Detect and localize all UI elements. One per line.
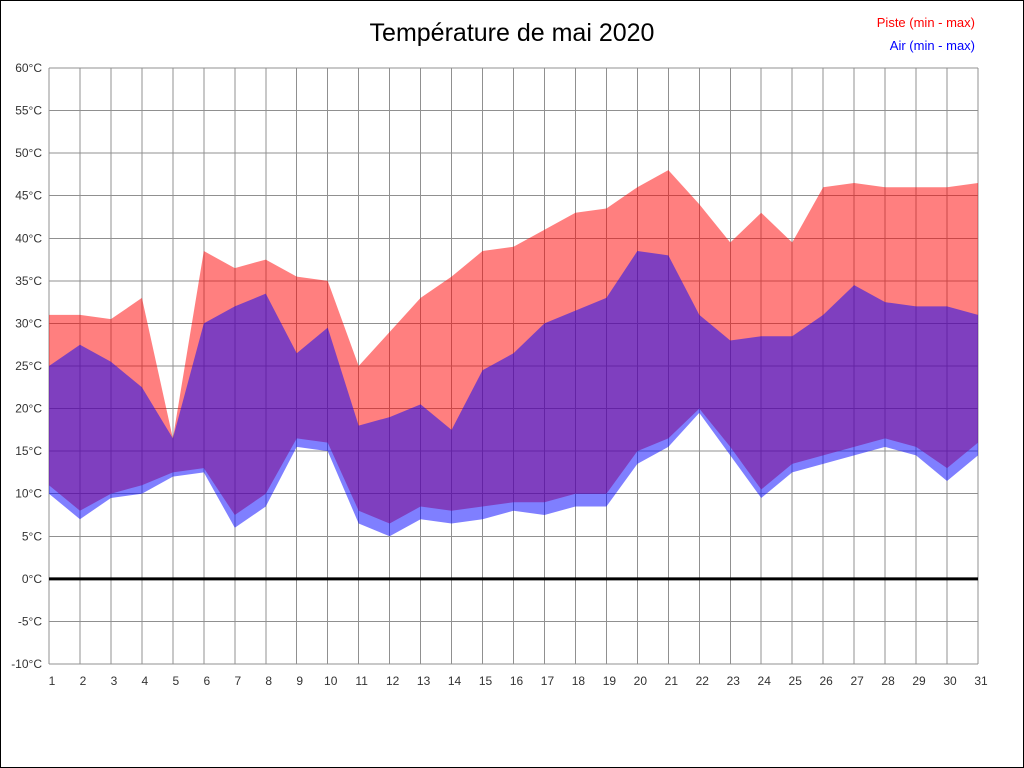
chart-title: Température de mai 2020	[369, 19, 655, 47]
y-tick-label: -5°C	[18, 614, 42, 628]
y-tick-label: 40°C	[15, 231, 42, 245]
y-tick-label: 50°C	[15, 146, 42, 160]
y-tick-label: 20°C	[15, 402, 42, 416]
legend-item-air: Air (min - max)	[889, 38, 975, 53]
y-tick-label: 55°C	[15, 104, 42, 118]
x-tick-label: 19	[603, 674, 617, 688]
y-tick-label: 35°C	[15, 274, 42, 288]
x-tick-label: 11	[355, 674, 368, 688]
x-tick-label: 30	[943, 674, 957, 688]
x-tick-label: 22	[696, 674, 710, 688]
x-tick-label: 29	[912, 674, 926, 688]
x-tick-label: 3	[111, 674, 118, 688]
x-tick-label: 4	[142, 674, 149, 688]
x-tick-label: 20	[634, 674, 648, 688]
x-tick-label: 26	[819, 674, 833, 688]
y-tick-label: 5°C	[22, 529, 42, 543]
x-tick-label: 1	[49, 674, 56, 688]
x-tick-label: 6	[203, 674, 210, 688]
x-tick-label: 24	[758, 674, 772, 688]
x-tick-label: 25	[789, 674, 803, 688]
x-tick-label: 17	[541, 674, 555, 688]
x-tick-label: 31	[974, 674, 988, 688]
x-tick-label: 16	[510, 674, 524, 688]
y-tick-label: 25°C	[15, 359, 42, 373]
y-tick-label: 45°C	[15, 189, 42, 203]
legend-item-piste: Piste (min - max)	[876, 15, 975, 30]
x-tick-label: 28	[881, 674, 895, 688]
x-tick-label: 12	[386, 674, 400, 688]
x-tick-label: 21	[665, 674, 679, 688]
x-tick-label: 7	[234, 674, 241, 688]
x-tick-label: 2	[80, 674, 87, 688]
y-tick-label: -10°C	[11, 657, 42, 671]
x-tick-label: 23	[727, 674, 741, 688]
y-tick-label: 30°C	[15, 316, 42, 330]
legend: Piste (min - max) Air (min - max)	[877, 11, 975, 57]
x-tick-label: 27	[850, 674, 864, 688]
x-tick-label: 8	[265, 674, 272, 688]
x-tick-label: 18	[572, 674, 586, 688]
x-tick-label: 15	[479, 674, 493, 688]
y-tick-label: 0°C	[22, 572, 42, 586]
y-tick-label: 60°C	[15, 61, 42, 75]
y-tick-label: 10°C	[15, 487, 42, 501]
x-tick-label: 13	[417, 674, 431, 688]
air-minmax-band	[49, 251, 978, 537]
x-tick-label: 5	[173, 674, 180, 688]
y-tick-label: 15°C	[15, 444, 42, 458]
x-tick-label: 9	[296, 674, 303, 688]
x-tick-label: 10	[324, 674, 338, 688]
x-tick-label: 14	[448, 674, 462, 688]
